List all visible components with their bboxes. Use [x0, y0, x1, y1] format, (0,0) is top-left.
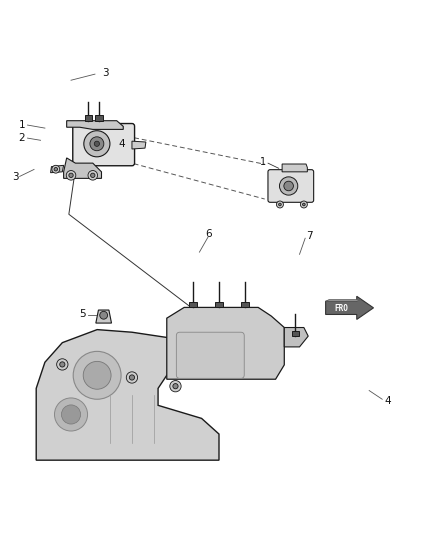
- Text: 1: 1: [19, 120, 25, 130]
- Circle shape: [276, 201, 283, 208]
- FancyBboxPatch shape: [177, 332, 244, 378]
- Polygon shape: [96, 310, 112, 323]
- Circle shape: [94, 141, 99, 147]
- Circle shape: [60, 362, 65, 367]
- Circle shape: [279, 177, 298, 195]
- Circle shape: [61, 405, 81, 424]
- FancyBboxPatch shape: [215, 302, 223, 308]
- Circle shape: [90, 137, 104, 151]
- FancyBboxPatch shape: [241, 302, 249, 308]
- FancyBboxPatch shape: [292, 331, 299, 336]
- FancyBboxPatch shape: [95, 116, 103, 120]
- Polygon shape: [325, 296, 374, 319]
- FancyBboxPatch shape: [85, 116, 92, 120]
- Text: 3: 3: [102, 68, 109, 78]
- Text: 7: 7: [306, 231, 313, 241]
- Circle shape: [69, 173, 73, 177]
- Text: 6: 6: [205, 229, 212, 239]
- Text: 5: 5: [80, 309, 86, 319]
- Circle shape: [126, 372, 138, 383]
- Circle shape: [88, 171, 98, 180]
- Polygon shape: [36, 329, 219, 460]
- Circle shape: [54, 167, 57, 171]
- Text: 4: 4: [385, 397, 391, 407]
- Polygon shape: [67, 120, 123, 130]
- Circle shape: [100, 311, 108, 319]
- Polygon shape: [325, 300, 361, 301]
- Circle shape: [129, 375, 134, 380]
- FancyBboxPatch shape: [268, 169, 314, 203]
- Circle shape: [279, 203, 281, 206]
- Text: 3: 3: [12, 172, 19, 182]
- Polygon shape: [132, 141, 146, 149]
- FancyBboxPatch shape: [73, 124, 134, 166]
- Circle shape: [173, 384, 178, 389]
- Circle shape: [54, 398, 88, 431]
- Circle shape: [83, 361, 111, 389]
- Text: 4: 4: [119, 139, 126, 149]
- Circle shape: [91, 173, 95, 177]
- FancyBboxPatch shape: [189, 302, 197, 308]
- Circle shape: [303, 203, 305, 206]
- Circle shape: [300, 201, 307, 208]
- Polygon shape: [284, 327, 308, 347]
- Circle shape: [284, 181, 293, 191]
- Circle shape: [170, 381, 181, 392]
- Circle shape: [52, 165, 60, 173]
- Polygon shape: [282, 164, 307, 172]
- Circle shape: [73, 351, 121, 399]
- Text: 1: 1: [260, 157, 266, 167]
- Polygon shape: [167, 308, 284, 379]
- Circle shape: [57, 359, 68, 370]
- Circle shape: [66, 171, 76, 180]
- Text: 2: 2: [19, 133, 25, 143]
- Text: FRO: FRO: [335, 304, 348, 313]
- Polygon shape: [64, 158, 102, 179]
- Circle shape: [84, 131, 110, 157]
- Polygon shape: [50, 165, 64, 173]
